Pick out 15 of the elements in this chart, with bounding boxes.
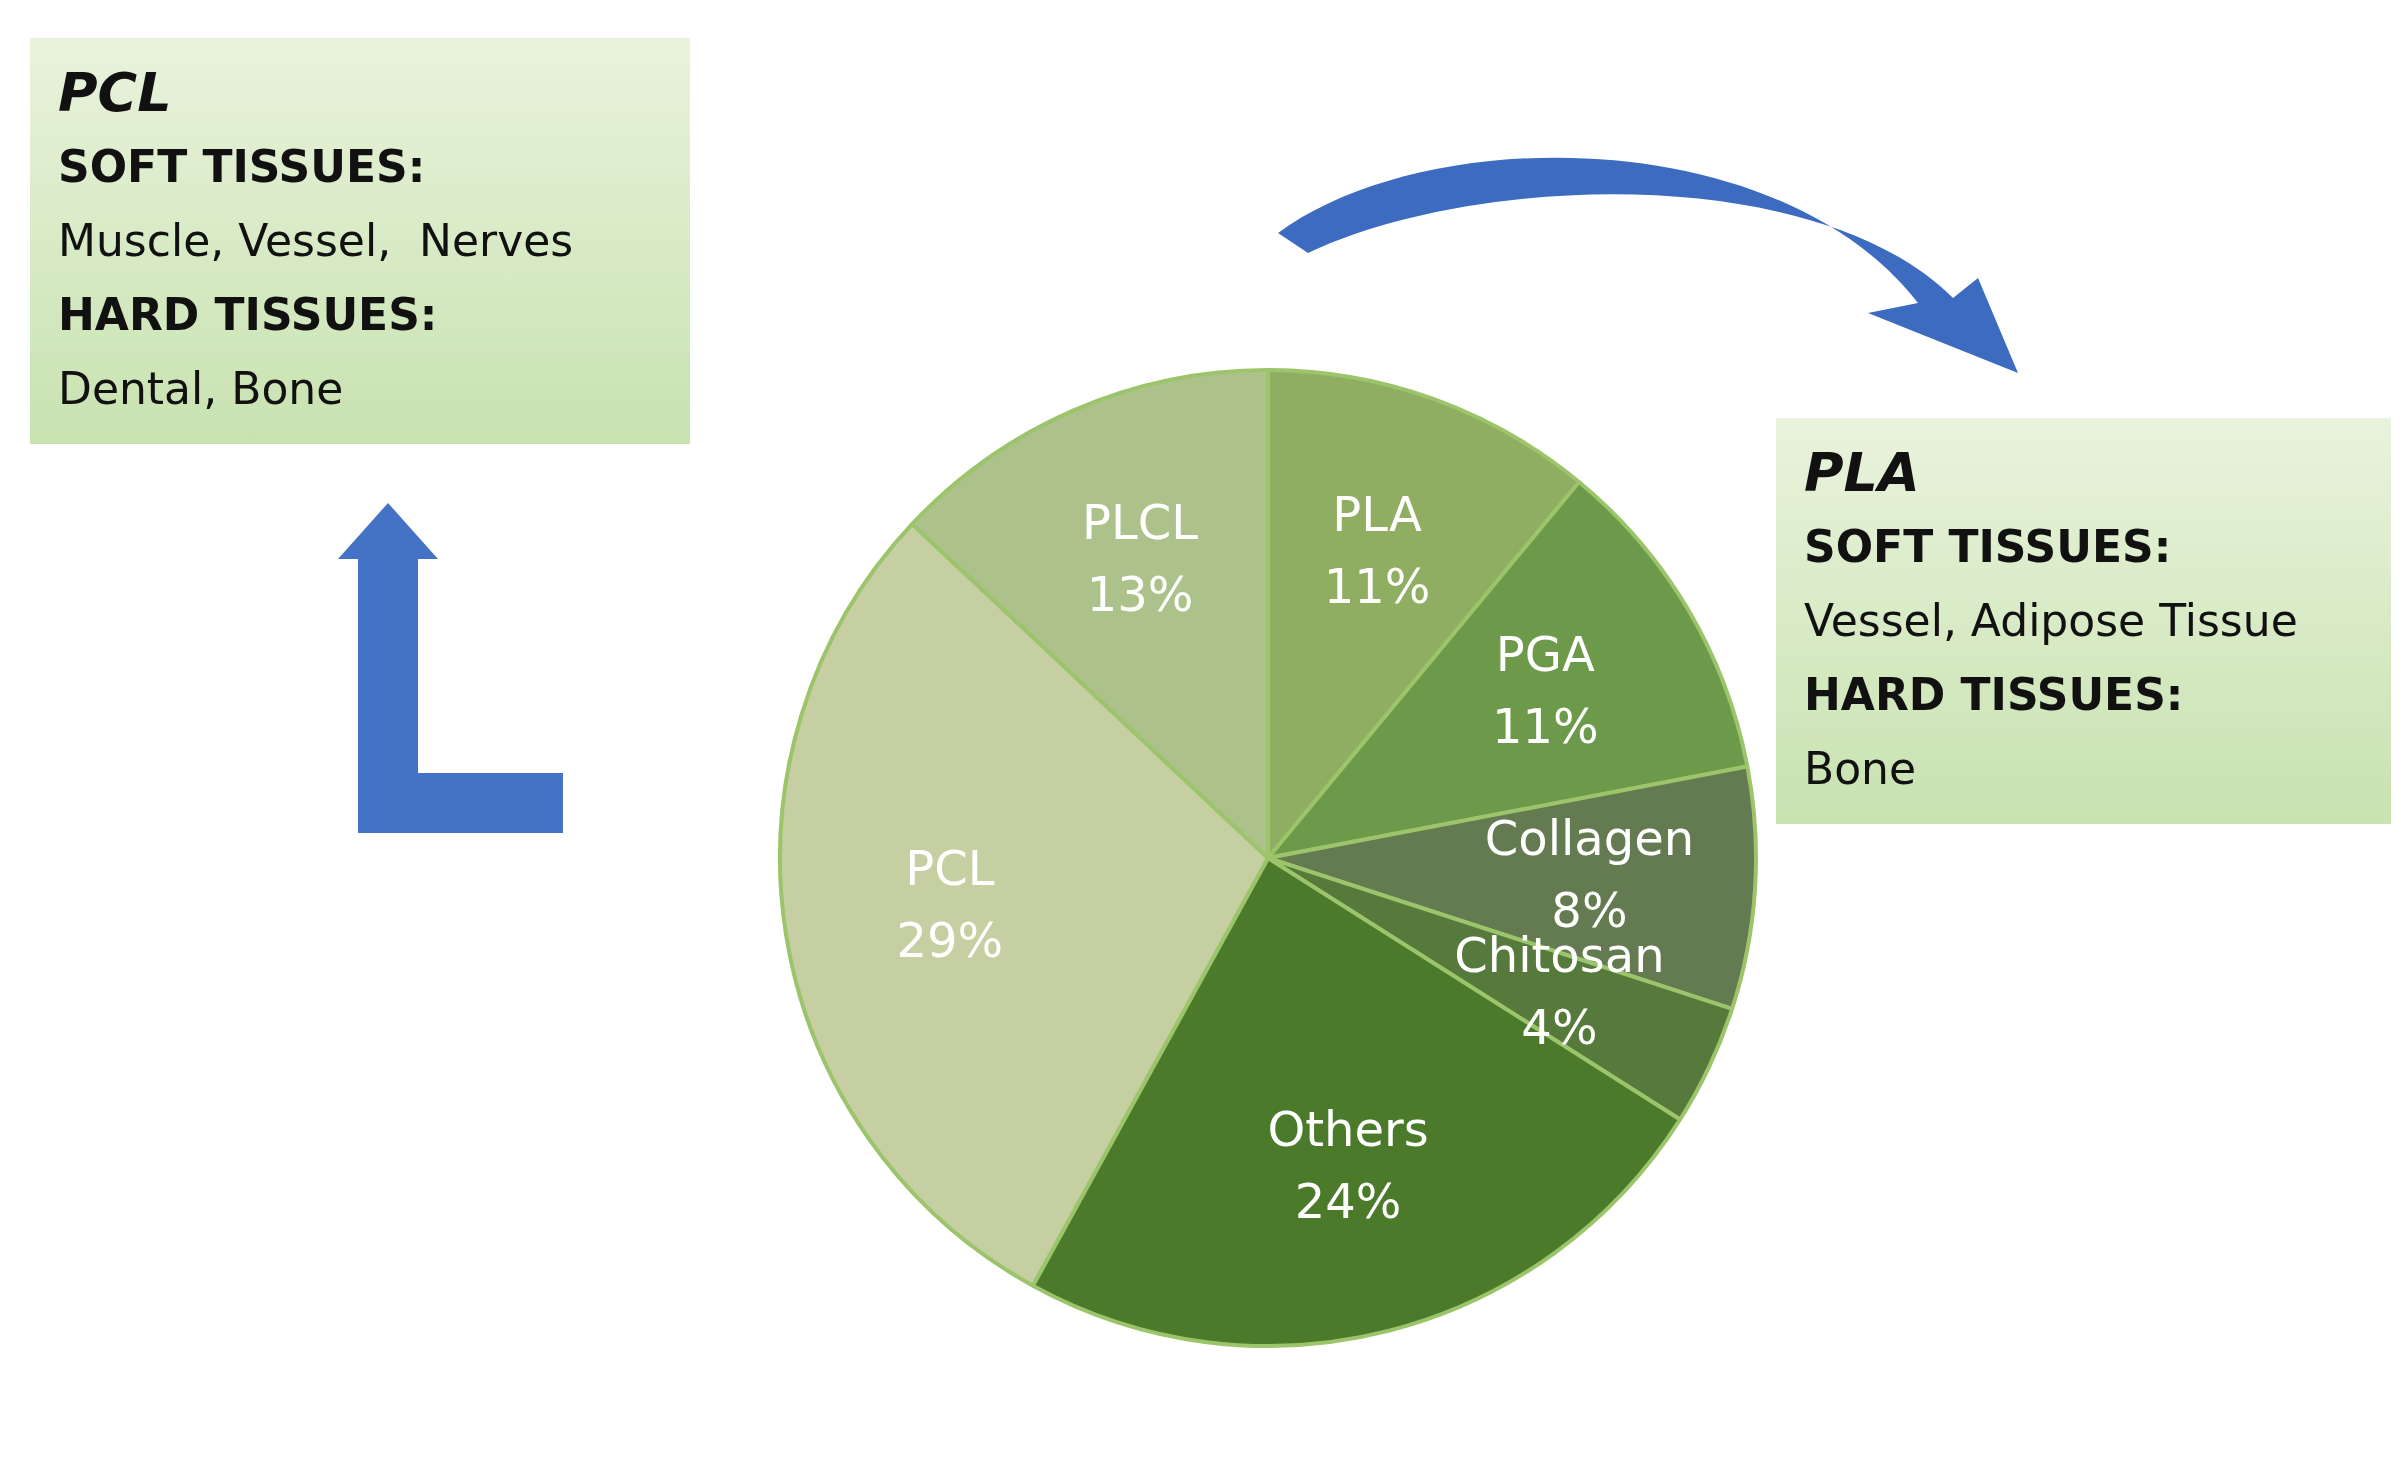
slice-label: Others [1267, 1101, 1429, 1158]
slice-label: PLCL [1082, 493, 1199, 550]
data-label: 13% [1086, 565, 1194, 622]
text: PLA SOFT TISSUES: Vessel, Adipose Tissue HARD TISSUES: Bone [1804, 440, 2299, 796]
text: PCL SOFT TISSUES: Muscle, Vessel, Nerves HARD TISSUES: Dental, Bone [58, 60, 575, 416]
slice-label: PLA [1332, 486, 1423, 543]
slice-label: PCL [905, 839, 995, 896]
data-label: 24% [1294, 1173, 1402, 1230]
data-label: 8% [1551, 881, 1628, 938]
data-label: 29% [896, 911, 1004, 968]
data-label: 4% [1521, 998, 1598, 1055]
slice-label: Collagen [1484, 809, 1695, 866]
data-label: 11% [1323, 558, 1431, 615]
data-label: 11% [1491, 697, 1599, 754]
slice-label: PGA [1495, 625, 1595, 682]
